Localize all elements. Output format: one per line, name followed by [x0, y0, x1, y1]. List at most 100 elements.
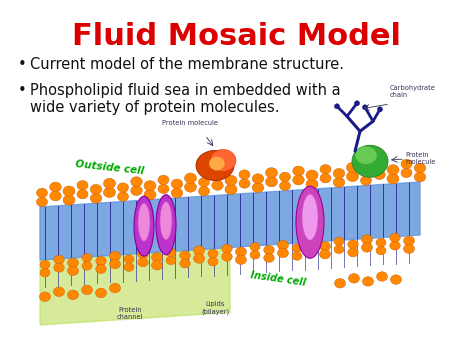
- Polygon shape: [40, 247, 230, 325]
- Ellipse shape: [138, 250, 148, 259]
- Ellipse shape: [109, 251, 120, 261]
- Ellipse shape: [225, 184, 237, 195]
- Text: Fluid Mosaic Model: Fluid Mosaic Model: [73, 22, 401, 51]
- Ellipse shape: [225, 175, 237, 186]
- Ellipse shape: [160, 202, 172, 240]
- Text: Protein
channel: Protein channel: [117, 307, 143, 320]
- Text: Carbohydrate
chain: Carbohydrate chain: [390, 85, 436, 98]
- Ellipse shape: [96, 257, 106, 266]
- Ellipse shape: [264, 253, 274, 262]
- Ellipse shape: [131, 186, 142, 196]
- Ellipse shape: [236, 247, 246, 256]
- Ellipse shape: [90, 185, 102, 194]
- Ellipse shape: [376, 272, 388, 281]
- Ellipse shape: [144, 181, 156, 191]
- Ellipse shape: [361, 176, 372, 185]
- Ellipse shape: [390, 241, 400, 250]
- Ellipse shape: [193, 246, 204, 255]
- Ellipse shape: [67, 290, 79, 300]
- Ellipse shape: [387, 174, 399, 184]
- Ellipse shape: [171, 179, 183, 189]
- Ellipse shape: [54, 255, 64, 264]
- Ellipse shape: [302, 194, 318, 240]
- Ellipse shape: [401, 159, 412, 169]
- Ellipse shape: [306, 170, 318, 180]
- Ellipse shape: [77, 181, 88, 190]
- Ellipse shape: [180, 259, 190, 268]
- Ellipse shape: [118, 192, 128, 201]
- Ellipse shape: [209, 157, 225, 170]
- Ellipse shape: [414, 172, 426, 182]
- Ellipse shape: [199, 178, 210, 187]
- Ellipse shape: [293, 166, 304, 176]
- Ellipse shape: [63, 195, 75, 205]
- Ellipse shape: [193, 254, 204, 263]
- Ellipse shape: [264, 245, 274, 255]
- Ellipse shape: [82, 262, 92, 270]
- Ellipse shape: [36, 188, 47, 197]
- Ellipse shape: [134, 196, 154, 256]
- Ellipse shape: [280, 181, 291, 191]
- Ellipse shape: [109, 260, 120, 269]
- Ellipse shape: [277, 240, 289, 250]
- Ellipse shape: [333, 178, 345, 187]
- Ellipse shape: [40, 268, 50, 277]
- Ellipse shape: [292, 244, 302, 252]
- Ellipse shape: [376, 246, 386, 255]
- Ellipse shape: [166, 256, 176, 264]
- Ellipse shape: [109, 283, 120, 293]
- Ellipse shape: [208, 257, 218, 266]
- Ellipse shape: [377, 107, 383, 112]
- Ellipse shape: [250, 242, 260, 251]
- Ellipse shape: [40, 261, 50, 269]
- Ellipse shape: [346, 171, 358, 181]
- Ellipse shape: [36, 197, 47, 207]
- Ellipse shape: [265, 168, 277, 178]
- Ellipse shape: [131, 177, 142, 186]
- Ellipse shape: [103, 187, 116, 197]
- Ellipse shape: [67, 258, 79, 268]
- Ellipse shape: [390, 233, 400, 242]
- Ellipse shape: [320, 164, 331, 174]
- Ellipse shape: [403, 244, 414, 253]
- Ellipse shape: [222, 244, 232, 253]
- Ellipse shape: [124, 263, 134, 271]
- Ellipse shape: [239, 170, 250, 179]
- Ellipse shape: [158, 184, 169, 193]
- Ellipse shape: [239, 179, 250, 188]
- Ellipse shape: [355, 101, 359, 106]
- Ellipse shape: [222, 252, 232, 261]
- Ellipse shape: [96, 264, 106, 273]
- Text: Protein
molecule: Protein molecule: [405, 153, 436, 165]
- Ellipse shape: [334, 237, 344, 246]
- Ellipse shape: [306, 247, 316, 256]
- Ellipse shape: [184, 182, 197, 192]
- Ellipse shape: [95, 288, 107, 298]
- Ellipse shape: [50, 191, 61, 201]
- Ellipse shape: [199, 186, 210, 196]
- Ellipse shape: [362, 235, 373, 244]
- Text: •: •: [18, 83, 27, 98]
- Ellipse shape: [39, 292, 51, 301]
- Ellipse shape: [54, 287, 64, 296]
- Ellipse shape: [208, 249, 218, 258]
- Ellipse shape: [144, 190, 156, 200]
- Ellipse shape: [348, 274, 359, 283]
- Ellipse shape: [184, 173, 197, 183]
- Ellipse shape: [152, 261, 163, 270]
- Ellipse shape: [401, 168, 412, 178]
- Ellipse shape: [333, 168, 345, 178]
- Ellipse shape: [306, 239, 316, 248]
- Ellipse shape: [355, 146, 377, 164]
- Ellipse shape: [171, 188, 183, 198]
- Ellipse shape: [374, 170, 385, 180]
- Ellipse shape: [252, 183, 264, 192]
- Ellipse shape: [306, 179, 318, 189]
- Ellipse shape: [118, 183, 128, 192]
- Ellipse shape: [103, 178, 116, 189]
- Ellipse shape: [348, 248, 358, 257]
- Ellipse shape: [403, 236, 414, 245]
- Ellipse shape: [210, 149, 236, 171]
- Ellipse shape: [265, 177, 277, 187]
- Ellipse shape: [335, 279, 346, 288]
